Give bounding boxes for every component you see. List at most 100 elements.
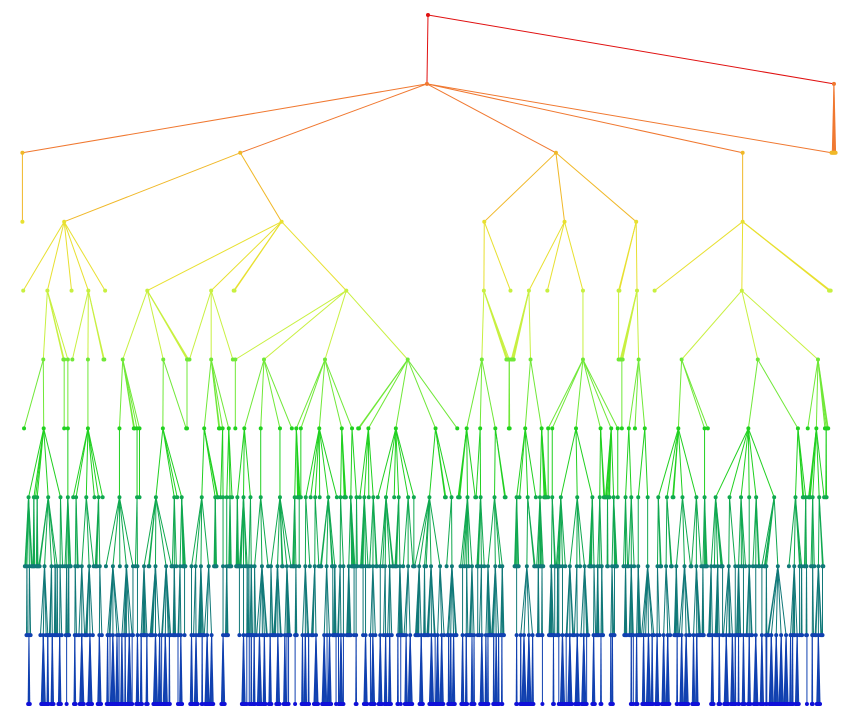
nodes — [20, 13, 838, 706]
node — [277, 426, 282, 431]
node — [712, 564, 717, 569]
node — [812, 564, 817, 569]
node — [524, 564, 529, 569]
edge — [210, 290, 234, 360]
node — [387, 564, 392, 569]
edge — [453, 635, 456, 705]
edge — [685, 635, 689, 705]
edge — [524, 428, 529, 498]
edge — [582, 359, 612, 429]
edge — [761, 635, 765, 705]
edge — [28, 635, 31, 705]
node — [248, 495, 253, 500]
node — [69, 288, 74, 293]
node — [455, 426, 460, 431]
node — [702, 426, 707, 431]
node — [59, 633, 64, 638]
node — [795, 426, 800, 431]
node — [793, 495, 798, 500]
edge — [501, 566, 505, 636]
node — [406, 564, 411, 569]
node — [739, 495, 744, 500]
node — [546, 495, 551, 500]
node — [68, 564, 73, 569]
edge — [628, 428, 632, 498]
edge — [717, 566, 720, 636]
edge — [116, 635, 119, 705]
edge — [528, 635, 532, 705]
node — [550, 495, 555, 500]
edge — [520, 566, 528, 636]
node — [573, 426, 578, 431]
edge — [128, 635, 132, 705]
node — [549, 564, 554, 569]
edge — [63, 221, 89, 291]
node — [786, 564, 791, 569]
node — [303, 495, 308, 500]
edge — [550, 497, 553, 567]
node — [294, 633, 299, 638]
edge — [807, 359, 819, 429]
node — [709, 564, 714, 569]
node — [411, 495, 416, 500]
node — [578, 564, 583, 569]
node — [313, 495, 318, 500]
node — [580, 357, 585, 362]
node — [202, 426, 207, 431]
node — [84, 495, 89, 500]
node — [142, 564, 147, 569]
edge — [420, 635, 424, 705]
edge — [23, 359, 44, 429]
node — [279, 219, 284, 224]
edge — [341, 428, 347, 498]
edge — [796, 635, 800, 705]
edge — [210, 221, 282, 291]
edge — [622, 290, 638, 360]
edge — [155, 497, 172, 567]
edge — [47, 497, 58, 567]
edge — [546, 221, 566, 291]
edge — [348, 566, 352, 636]
node — [632, 564, 637, 569]
node — [601, 633, 606, 638]
edge — [210, 359, 224, 429]
node — [58, 702, 63, 706]
node — [124, 633, 129, 638]
node — [562, 219, 567, 224]
node — [372, 702, 377, 706]
node — [99, 633, 104, 638]
node — [20, 150, 25, 155]
edge — [365, 635, 368, 705]
edge — [270, 497, 281, 567]
node — [300, 633, 305, 638]
node — [49, 564, 54, 569]
edge — [681, 497, 686, 567]
edge — [637, 566, 642, 636]
node — [222, 702, 227, 706]
node — [22, 426, 27, 431]
node — [526, 633, 531, 638]
edge — [481, 290, 485, 360]
edge — [284, 635, 287, 705]
edge — [718, 635, 721, 705]
edge — [547, 359, 584, 429]
edge — [702, 566, 705, 636]
node — [818, 702, 823, 706]
node — [750, 564, 755, 569]
node — [120, 357, 125, 362]
node — [727, 495, 732, 500]
edge — [121, 635, 124, 705]
edge — [339, 566, 342, 636]
edge — [260, 497, 263, 567]
edge — [693, 635, 696, 705]
node — [311, 633, 316, 638]
edge — [741, 221, 744, 291]
node — [341, 564, 346, 569]
node — [202, 633, 207, 638]
node — [736, 564, 741, 569]
node — [755, 357, 760, 362]
node — [792, 564, 797, 569]
node — [294, 426, 299, 431]
edge — [239, 152, 283, 222]
node — [37, 564, 42, 569]
